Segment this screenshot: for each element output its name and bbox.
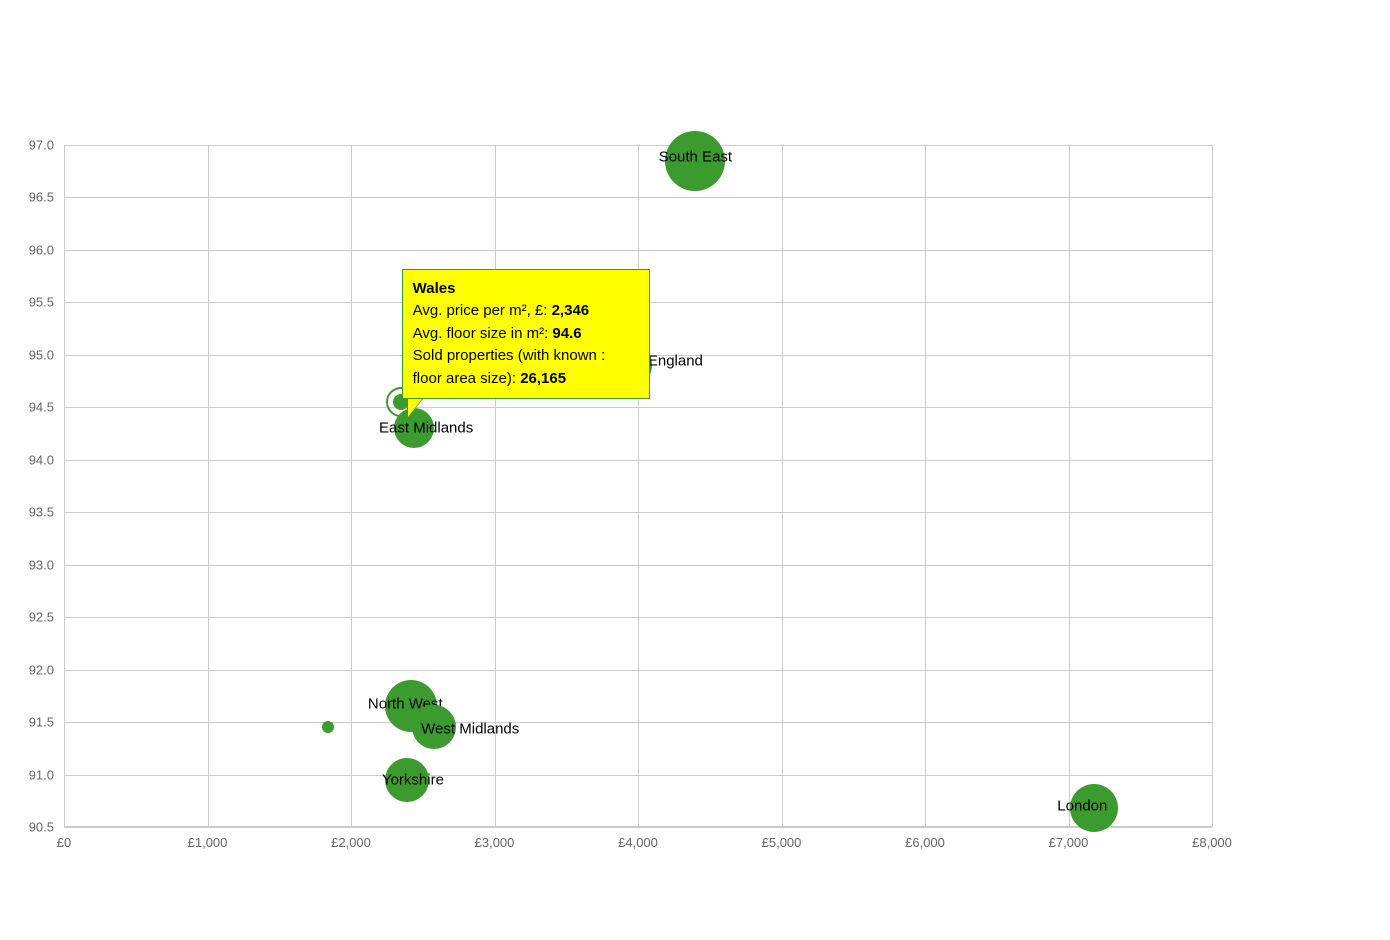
gridline-horizontal (64, 722, 1212, 723)
plot-area: £0£1,000£2,000£3,000£4,000£5,000£6,000£7… (64, 145, 1212, 827)
x-tick-label: £7,000 (1049, 835, 1089, 850)
y-tick-label: 91.5 (10, 715, 54, 730)
x-tick-label: £4,000 (618, 835, 658, 850)
gridline-vertical (925, 145, 926, 827)
tooltip-row-value: 94.6 (552, 325, 581, 342)
bubble-label-london: London (1057, 798, 1107, 815)
bubble-label-west-midlands: West Midlands (421, 721, 519, 738)
tooltip-row-label: Avg. price per m², £: (413, 302, 552, 319)
gridline-horizontal (64, 670, 1212, 671)
gridline-horizontal (64, 775, 1212, 776)
gridline-horizontal (64, 827, 1212, 828)
y-tick-label: 95.0 (10, 347, 54, 362)
y-tick-label: 92.5 (10, 610, 54, 625)
bubble-label-east-midlands: East Midlands (379, 420, 473, 437)
gridline-vertical (1069, 145, 1070, 827)
tooltip-tail (408, 399, 422, 417)
bubble-label-yorkshire: Yorkshire (382, 771, 444, 788)
x-tick-label: £6,000 (905, 835, 945, 850)
tooltip-row-label: Avg. floor size in m²: (413, 325, 553, 342)
y-tick-label: 94.5 (10, 400, 54, 415)
gridline-vertical (208, 145, 209, 827)
y-tick-label: 93.0 (10, 557, 54, 572)
gridline-horizontal (64, 617, 1212, 618)
gridline-horizontal (64, 565, 1212, 566)
bubble-ne-small[interactable] (322, 721, 334, 733)
gridline-horizontal (64, 512, 1212, 513)
gridline-horizontal (64, 197, 1212, 198)
x-tick-label: £5,000 (762, 835, 802, 850)
x-tick-label: £8,000 (1192, 835, 1232, 850)
x-tick-label: £3,000 (475, 835, 515, 850)
y-tick-label: 91.0 (10, 767, 54, 782)
y-tick-label: 96.5 (10, 190, 54, 205)
tooltip-row: Sold properties (with known : (413, 345, 639, 368)
gridline-horizontal (64, 145, 1212, 146)
gridline-vertical (782, 145, 783, 827)
x-tick-label: £2,000 (331, 835, 371, 850)
gridline-vertical (638, 145, 639, 827)
y-tick-label: 92.0 (10, 662, 54, 677)
gridline-horizontal (64, 460, 1212, 461)
tooltip-row-label: Sold properties (with known : (413, 347, 606, 364)
y-tick-label: 96.0 (10, 242, 54, 257)
y-tick-label: 97.0 (10, 138, 54, 153)
bubble-label-south-east: South East (659, 148, 732, 165)
gridline-vertical (351, 145, 352, 827)
gridline-vertical (64, 145, 65, 827)
x-tick-label: £0 (57, 835, 71, 850)
gridline-horizontal (64, 407, 1212, 408)
y-tick-label: 94.0 (10, 452, 54, 467)
tooltip-row-value: 2,346 (552, 302, 590, 319)
y-tick-label: 90.5 (10, 820, 54, 835)
tooltip-row-label: floor area size): (413, 370, 521, 387)
stage: £0 £1,000 £2,000 £3,000 £4,000 £5,000 £6,000 £7… (0, 0, 1390, 940)
bubble-chart[interactable]: £0£1,000£2,000£3,000£4,000£5,000£6,000£7… (64, 145, 1212, 827)
gridline-horizontal (64, 250, 1212, 251)
x-tick-label: £1,000 (188, 835, 228, 850)
tooltip: WalesAvg. price per m², £: 2,346Avg. flo… (402, 269, 650, 400)
tooltip-title: Wales (413, 278, 639, 301)
tooltip-row: floor area size): 26,165 (413, 368, 639, 391)
y-tick-label: 93.5 (10, 505, 54, 520)
tooltip-row: Avg. price per m², £: 2,346 (413, 300, 639, 323)
y-tick-label: 95.5 (10, 295, 54, 310)
tooltip-row: Avg. floor size in m²: 94.6 (413, 323, 639, 346)
gridline-vertical (1212, 145, 1213, 827)
tooltip-row-value: 26,165 (520, 370, 566, 387)
